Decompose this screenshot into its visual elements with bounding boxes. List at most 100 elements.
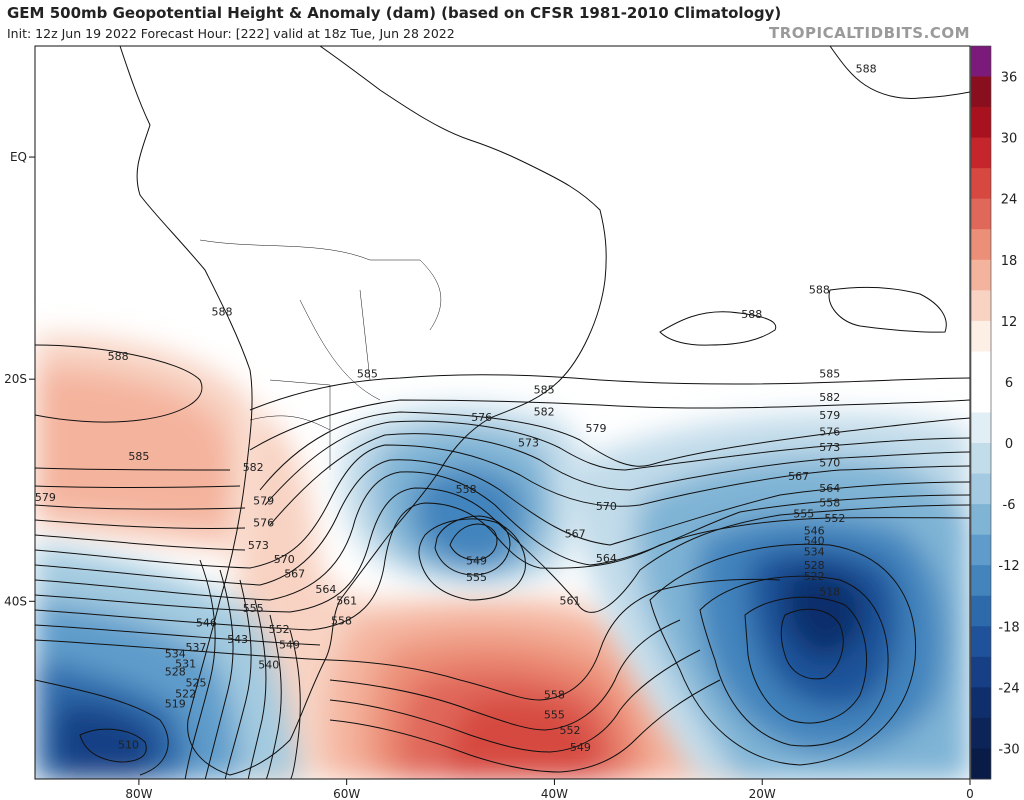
contour-label: 570 [596,500,617,513]
contour-label: 540 [258,659,279,672]
brazil-inner-borders [199,239,442,470]
longitude-labels: 80W 60W 40W 20W 0 [125,779,974,800]
colorbar-swatch [971,504,991,536]
island-tristan-ridge [828,286,947,333]
contour-trough-551 [649,543,917,766]
contour-549-ridge [329,679,721,773]
contour-label: 558 [544,689,565,702]
contour-label: 564 [315,583,336,596]
contour-trough-528 [744,596,868,724]
contour-label: 573 [248,539,269,552]
colorbar-label: -18 [998,620,1019,635]
anomaly-colorbar [970,45,992,780]
contour-588-pacific [35,344,203,423]
positive-anomaly-atlantic [234,410,759,779]
height-contours [35,344,970,779]
colorbar-swatch [971,565,991,597]
contour-trough-540 [699,575,889,747]
colorbar-swatch [971,595,991,627]
longitude-label: 40W [541,787,568,800]
contour-558 [35,502,970,631]
contour-label: 525 [186,677,207,690]
colorbar-label: -12 [998,559,1019,574]
colorbar-label: -24 [998,681,1019,696]
colorbar-swatch [971,320,991,352]
colorbar-swatch [971,412,991,444]
negative-anomaly-uruguay-low [340,404,587,584]
contour-label: 549 [279,639,300,652]
contour-label: 573 [518,437,539,450]
negative-anomaly-southeast-pacific [35,545,300,779]
contour-curved-patagonia [184,559,301,779]
contour-label: 558 [331,614,352,627]
contour-label: 552 [269,623,290,636]
contour-label: 573 [819,441,840,454]
contour-label: 522 [804,570,825,583]
map-title: GEM 500mb Geopotential Height & Anomaly … [7,4,782,22]
colorbar-swatch [971,626,991,658]
contour-label: 531 [175,658,196,671]
contour-label: 552 [560,724,581,737]
contour-label: 537 [186,641,207,654]
contour-543 [449,523,498,561]
contour-label: 579 [253,494,274,507]
contour-label: 555 [466,571,487,584]
contour-low-pacific [35,679,169,776]
colorbar-swatch [971,229,991,261]
africa-coastline [829,46,970,99]
contour-label: 546 [196,617,217,630]
contour-555 [35,518,526,646]
contour-label: 567 [788,470,809,483]
colorbar-label: 18 [1001,254,1018,269]
contour-label: 582 [243,461,264,474]
coastlines [119,46,970,776]
longitude-label: 20W [749,787,776,800]
colorbar-label: -30 [998,743,1019,758]
contour-576 [35,420,970,529]
contour-label: 555 [243,602,264,615]
map-subtitle: Init: 12z Jun 19 2022 Forecast Hour: [22… [7,26,455,41]
colorbar-swatch [971,656,991,688]
colorbar-swatch [971,137,991,169]
contour-label: 576 [819,426,840,439]
colorbar-swatch [971,473,991,505]
contour-label: 546 [804,524,825,537]
colorbar-swatch [971,259,991,291]
colorbar-label: 0 [1005,437,1013,452]
contour-549 [434,515,511,576]
contour-label: 579 [35,491,56,504]
longitude-label: 60W [333,787,360,800]
contour-label: 585 [819,368,840,381]
contour-label: 564 [819,482,840,495]
contour-label: 585 [357,368,378,381]
contour-label: 555 [793,508,814,521]
contour-label: 585 [534,383,555,396]
contour-label: 518 [819,585,840,598]
contour-label: 588 [856,62,877,75]
colorbar-label: 36 [1001,71,1018,86]
contour-label: 552 [824,512,845,525]
contour-label: 567 [284,568,305,581]
contour-570 [35,444,970,569]
contour-label: 570 [274,553,295,566]
contour-label: 558 [456,483,477,496]
contour-label: 540 [804,534,825,547]
contour-label: 582 [534,406,555,419]
contour-label: 570 [819,457,840,470]
contour-label: 576 [471,411,492,424]
colorbar-swatch [971,443,991,475]
contour-label: 567 [565,528,586,541]
plot-frame [34,45,971,780]
contour-label: 585 [128,450,149,463]
contour-label: 582 [819,391,840,404]
contour-label: 528 [165,665,186,678]
contour-567 [35,459,970,586]
colorbar-swatch [971,748,991,780]
contour-579 [35,411,970,510]
contour-label: 564 [596,552,617,565]
contour-label: 558 [819,497,840,510]
contour-trough-518 [780,608,844,680]
source-watermark: TROPICALTIDBITS.COM [769,24,970,42]
